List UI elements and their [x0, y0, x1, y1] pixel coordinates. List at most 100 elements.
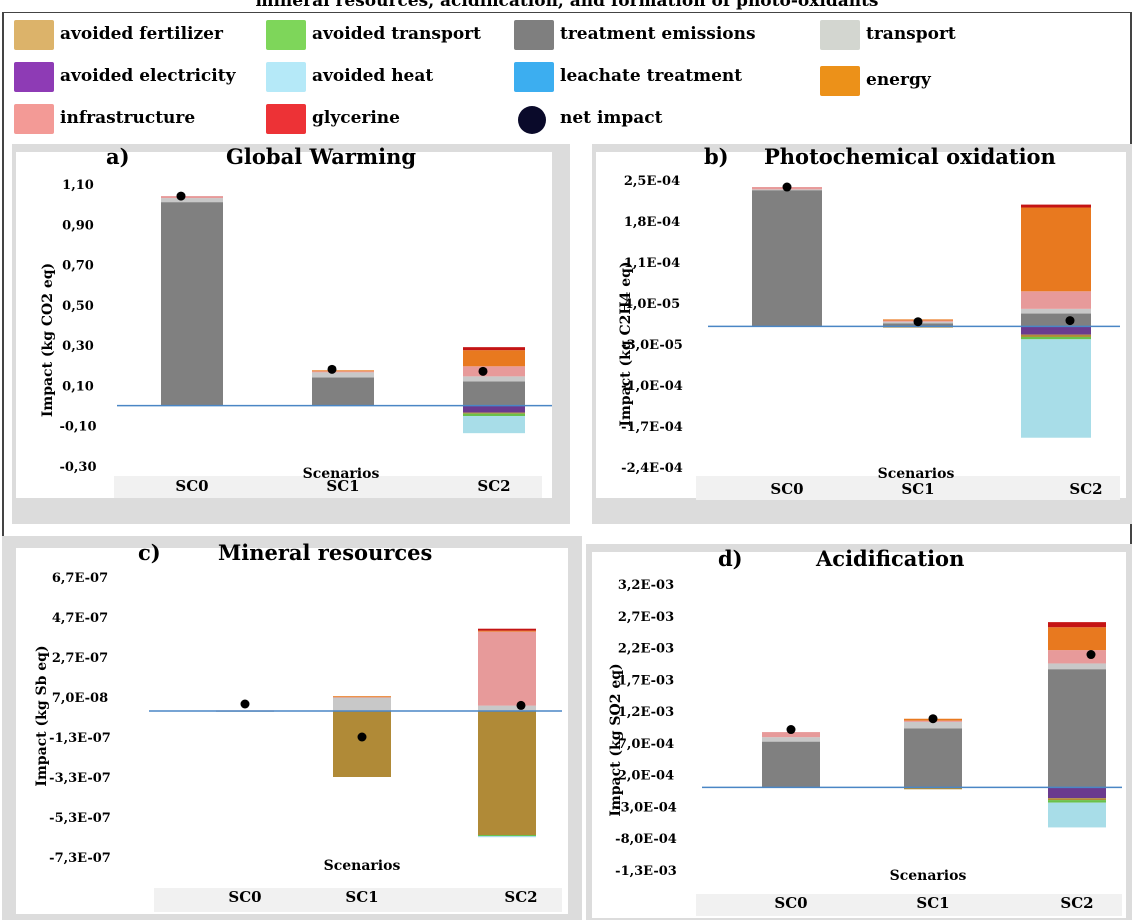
- net-impact-point: [327, 364, 337, 374]
- y-tick-label: -5,3E-07: [49, 811, 111, 826]
- bar-segment: [463, 347, 525, 351]
- net-impact-point: [357, 732, 367, 742]
- legend-label: avoided fertilizer: [60, 24, 223, 44]
- y-tick-label: 2,7E-07: [52, 651, 108, 666]
- bar-segment: [762, 737, 820, 742]
- bar-segment: [312, 370, 374, 372]
- bar-segment: [333, 696, 391, 698]
- panel-title: Global Warming: [226, 144, 417, 169]
- bar-segment: [904, 728, 962, 788]
- bar-segment: [463, 381, 525, 406]
- x-tick-label: SC0: [175, 477, 208, 495]
- bar-segment: [333, 711, 391, 777]
- net-impact-point: [928, 714, 938, 724]
- net-impact-point: [516, 700, 526, 710]
- x-axis-label: Scenarios: [303, 466, 380, 482]
- y-tick-label: 0,70: [62, 259, 94, 274]
- panel-acidification: d) Acidification 3,2E-03 2,7E-03 2,2E-03 1,…: [586, 544, 1132, 920]
- y-tick-label: -2,4E-04: [621, 461, 683, 476]
- bar-segment: [1021, 313, 1091, 327]
- y-tick-label: -1,0E-04: [621, 379, 683, 394]
- net-impact-point: [1065, 316, 1075, 326]
- bar-segment: [1021, 308, 1091, 314]
- figure-frame-left: [2, 12, 4, 920]
- y-tick-label: -3,0E-04: [615, 800, 677, 815]
- panel-letter: c): [138, 540, 161, 565]
- bar-segment: [1048, 800, 1106, 803]
- page-title: mineral resources, acidification, and fo…: [255, 0, 879, 11]
- bar-segment: [161, 202, 223, 406]
- legend-label: energy: [866, 70, 931, 90]
- bar-segment: [904, 721, 962, 729]
- bar-segment: [463, 405, 525, 413]
- y-tick-label: 7,0E-08: [52, 691, 108, 706]
- bar-segment: [478, 835, 536, 836]
- bar-segment: [1048, 802, 1106, 828]
- x-tick-label: SC2: [477, 477, 510, 495]
- y-tick-label: -0,30: [59, 460, 96, 475]
- x-tick-label: SC2: [1069, 480, 1102, 498]
- legend-swatch: [514, 62, 554, 92]
- y-tick-label: -3,3E-07: [49, 771, 111, 786]
- x-tick-label: SC1: [901, 480, 934, 498]
- panel-letter: d): [718, 546, 743, 571]
- chart-acidification: 3,2E-03 2,7E-03 2,2E-03 1,7E-03 1,2E-03 7,0E-…: [608, 578, 1122, 916]
- net-impact-point: [240, 699, 250, 709]
- bar-segment: [478, 630, 536, 632]
- y-tick-label: 1,1E-04: [624, 256, 680, 271]
- bar-segment: [1021, 291, 1091, 309]
- bar-segment: [1048, 787, 1106, 799]
- x-tick-label: SC0: [228, 888, 261, 906]
- panel-letter: a): [106, 144, 130, 169]
- bar-segment: [312, 377, 374, 406]
- y-tick-label: 7,0E-04: [618, 737, 674, 752]
- bar-segment: [1021, 339, 1091, 438]
- bar-segment: [1021, 326, 1091, 335]
- legend-label: net impact: [560, 108, 663, 128]
- category-strip: [114, 476, 542, 498]
- x-axis-label: Scenarios: [878, 466, 955, 482]
- bar-segment: [904, 787, 962, 790]
- bar-segment: [1048, 627, 1106, 651]
- chart-global-warming: 1,10 0,90 0,70 0,50 0,30 0,10 -0,10 -0,30 Scenar…: [40, 178, 552, 498]
- y-axis-label: Impact (kg CO2 eq): [40, 263, 56, 417]
- y-tick-label: 1,7E-03: [618, 673, 674, 688]
- y-tick-label: -1,7E-04: [621, 420, 683, 435]
- bar-segment: [312, 371, 374, 373]
- bar-segment: [478, 836, 536, 838]
- y-tick-label: -0,10: [59, 420, 96, 435]
- legend-label: leachate treatment: [560, 66, 743, 86]
- panel-title: Photochemical oxidation: [764, 144, 1056, 169]
- category-strip: [696, 476, 1120, 500]
- y-tick-label: -1,3E-07: [49, 731, 111, 746]
- legend-swatch: [266, 62, 306, 92]
- legend-label: treatment emissions: [560, 24, 756, 44]
- net-impact-point: [782, 182, 792, 192]
- y-tick-label: 0,50: [62, 299, 94, 314]
- category-strip: [154, 888, 562, 912]
- y-tick-label: 4,0E-05: [624, 297, 680, 312]
- bar-segment: [1048, 663, 1106, 670]
- x-tick-label: SC2: [1060, 894, 1093, 912]
- bar-segment: [463, 350, 525, 367]
- bar-segment: [463, 376, 525, 382]
- y-tick-label: 2,2E-03: [618, 642, 674, 657]
- y-tick-label: -1,3E-03: [615, 864, 677, 879]
- net-impact-point: [176, 191, 186, 201]
- net-impact-point: [913, 317, 923, 327]
- bar-segment: [463, 366, 525, 377]
- y-tick-label: 2,7E-03: [618, 610, 674, 625]
- bar-segment: [161, 198, 223, 203]
- bar-segment: [478, 705, 536, 711]
- y-axis-label: Impact (kg C2H4 eq): [618, 261, 634, 426]
- figure-frame-top: [2, 12, 1132, 13]
- bar-segment: [161, 196, 223, 199]
- legend-label: infrastructure: [60, 108, 196, 128]
- y-axis-label: Impact (kg Sb eq): [34, 645, 50, 786]
- panel-global-warming: a) Global Warming 1,10 0,90 0,70 0,50 0,30 0,…: [12, 144, 570, 524]
- y-tick-label: 0,10: [62, 379, 94, 394]
- bar-segment: [1021, 204, 1091, 208]
- bar-segment: [1048, 650, 1106, 664]
- y-tick-label: 1,2E-03: [618, 705, 674, 720]
- y-tick-label: 1,8E-04: [624, 215, 680, 230]
